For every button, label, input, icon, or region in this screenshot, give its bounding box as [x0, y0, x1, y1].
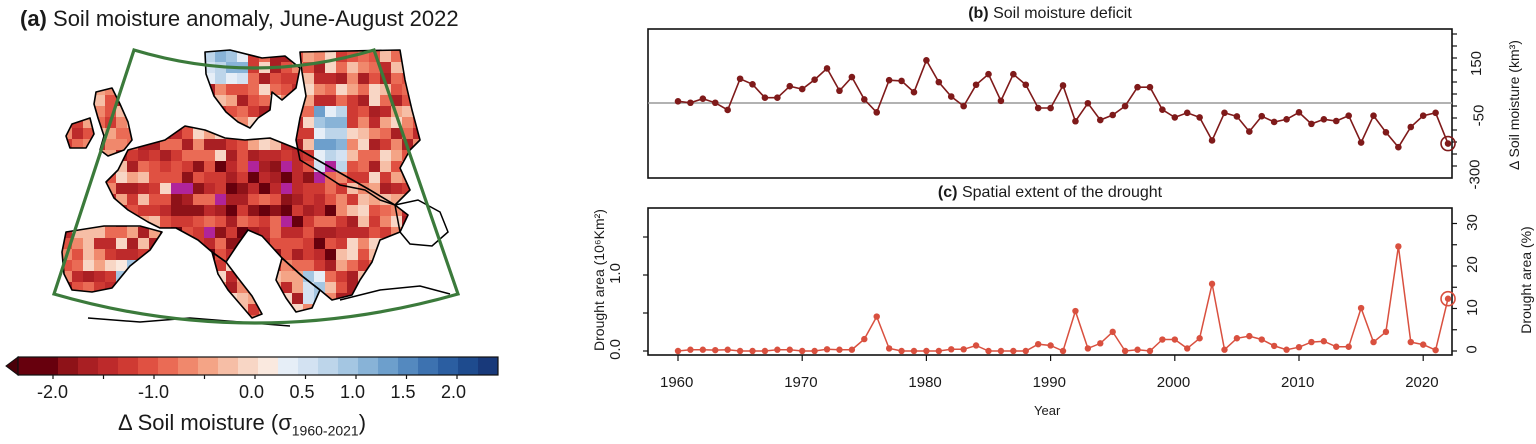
panel-b-ylabel-text: Δ Soil moisture (km³) [1506, 40, 1522, 170]
colorbar-title-close: ) [358, 410, 367, 435]
colorbar-title: Δ Soil moisture (σ1960-2021) [118, 410, 366, 438]
soil-moisture-map [51, 48, 461, 327]
panel-c-left-tick-1: 1.0 [606, 263, 624, 284]
colorbar-tick-label: -2.0 [37, 382, 69, 402]
panel-a-title-text: Soil moisture anomaly, June-August 2022 [53, 6, 459, 31]
colorbar-tick-label: 1.5 [390, 382, 416, 402]
x-axis-tick-label: 2000 [1156, 374, 1191, 391]
panel-b-right-tick-minus300: -300 [1466, 159, 1484, 190]
panel-b-title-text: Soil moisture deficit [993, 5, 1132, 22]
colorbar-tick-label: 0.5 [289, 382, 315, 402]
panel-c-series [677, 246, 1449, 353]
panel-c-right-tick-10: 10 [1463, 299, 1481, 316]
panel-c-left-tick-0: 0.0 [606, 339, 624, 360]
panel-b-title: (b) Soil moisture deficit [968, 5, 1132, 23]
panel-c-label: (c) [937, 184, 958, 201]
x-axis-tick-label: 1960 [660, 374, 694, 391]
colorbar [5, 356, 499, 379]
colorbar-title-main: Δ Soil moisture (σ [118, 410, 292, 435]
panel-c-title: (c) Spatial extent of the drought [938, 184, 1162, 202]
panel-c-right-tick-20: 20 [1463, 256, 1481, 273]
colorbar-tick-label: 2.0 [441, 382, 467, 402]
panel-a-title: (a) Soil moisture anomaly, June-August 2… [20, 6, 459, 32]
x-axis-tick-label: 2010 [1281, 374, 1315, 391]
panel-c-right-tick-0: 0 [1463, 345, 1481, 354]
panel-b-label: (b) [968, 5, 989, 22]
colorbar-tick-label: 1.0 [340, 382, 366, 402]
panel-c-right-ylabel: Drought area (%) [1518, 226, 1534, 334]
x-axis-tick-label: 1990 [1032, 374, 1066, 391]
colorbar-title-sub: 1960-2021 [291, 422, 359, 439]
panel-c-title-text: Spatial extent of the drought [961, 184, 1163, 201]
panel-c-left-ylabel: Drought area (10⁶Km²) [591, 209, 607, 351]
colorbar-tick-label: 0.0 [239, 382, 265, 402]
x-axis-tick-label: 1970 [784, 374, 818, 391]
panel-a-label: (a) [20, 6, 47, 31]
x-axis-label: Year [1034, 403, 1061, 418]
panel-b-right-tick-minus50: -50 [1470, 104, 1488, 127]
colorbar-tick-label: -1.0 [138, 382, 170, 402]
panel-c-right-tick-30: 30 [1463, 214, 1481, 231]
x-axis-tick-label: 1980 [908, 374, 942, 391]
panel-b-right-tick-150: 150 [1468, 50, 1486, 77]
x-axis-tick-label: 2020 [1405, 374, 1439, 391]
panel-b-right-ylabel: Δ Soil moisture (km³) [1506, 35, 1522, 175]
